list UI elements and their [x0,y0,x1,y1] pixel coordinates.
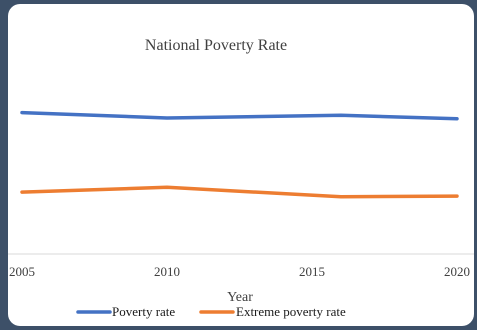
x-axis-ticks: 2005 2010 2015 2020 [9,264,470,279]
legend: Poverty rate Extreme poverty rate [76,304,346,319]
series-line-extreme-poverty-rate [20,185,459,199]
x-tick-label: 2005 [9,264,35,279]
chart-title: National Poverty Rate [145,37,287,54]
series-line-poverty-rate [20,110,459,121]
poverty-rate-chart: National Poverty Rate 2005 2010 2015 2020 Y… [8,37,474,319]
legend-label: Poverty rate [112,304,175,319]
x-axis-label: Year [227,290,253,305]
plot-area [8,110,474,255]
x-tick-label: 2010 [154,264,180,279]
x-tick-label: 2015 [299,264,325,279]
chart-card: National Poverty Rate 2005 2010 2015 2020 Y… [8,4,474,326]
x-tick-label: 2020 [444,264,470,279]
legend-label: Extreme poverty rate [236,304,346,319]
